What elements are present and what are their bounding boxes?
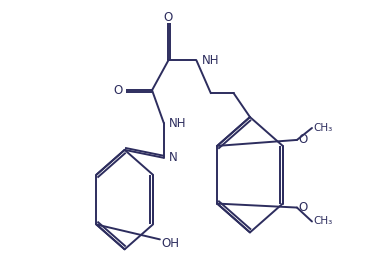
Text: N: N — [169, 151, 178, 164]
Text: NH: NH — [169, 117, 187, 130]
Text: NH: NH — [202, 54, 219, 67]
Text: CH₃: CH₃ — [313, 216, 332, 227]
Text: OH: OH — [161, 237, 179, 250]
Text: O: O — [113, 84, 123, 97]
Text: O: O — [298, 201, 308, 214]
Text: O: O — [164, 11, 173, 24]
Text: CH₃: CH₃ — [313, 123, 332, 133]
Text: O: O — [298, 133, 308, 146]
